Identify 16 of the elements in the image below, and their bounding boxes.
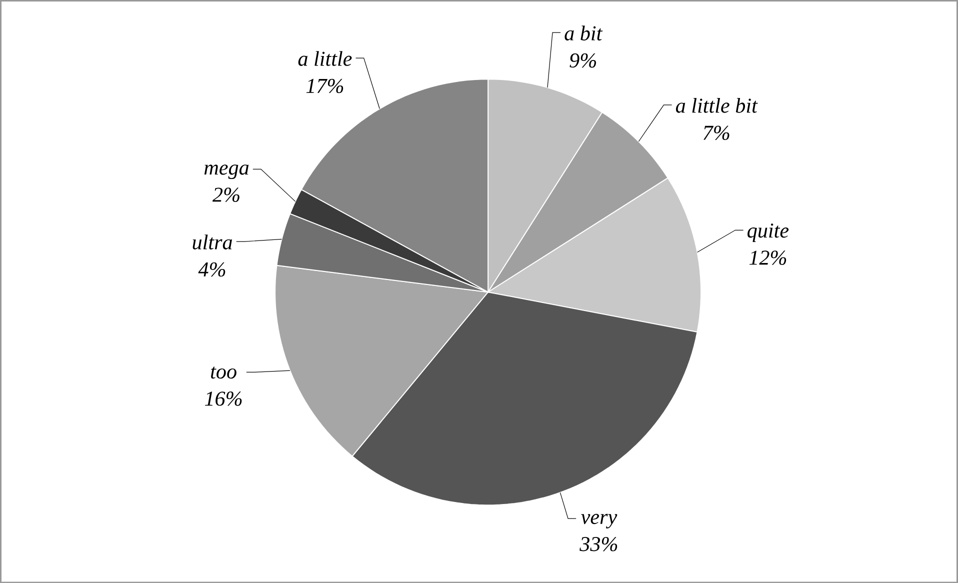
data-label: 4%: [198, 262, 226, 277]
slice-label: ultra: [192, 234, 232, 250]
data-label: 2%: [212, 188, 240, 202]
slice-label: too: [210, 366, 236, 379]
data-label: 17%: [306, 78, 344, 94]
slice-label: a bit: [564, 26, 603, 40]
data-label: 9%: [570, 53, 596, 68]
slice-label: a little bit: [676, 98, 758, 113]
data-label: 16%: [204, 391, 242, 406]
slice-label: quite: [748, 223, 789, 242]
slice-label: mega: [204, 164, 249, 179]
data-label: 12%: [749, 250, 786, 265]
slice-label: very: [581, 514, 618, 528]
data-label: 7%: [704, 126, 730, 140]
slice-label: a little: [298, 50, 352, 66]
data-label: 33%: [580, 536, 618, 552]
